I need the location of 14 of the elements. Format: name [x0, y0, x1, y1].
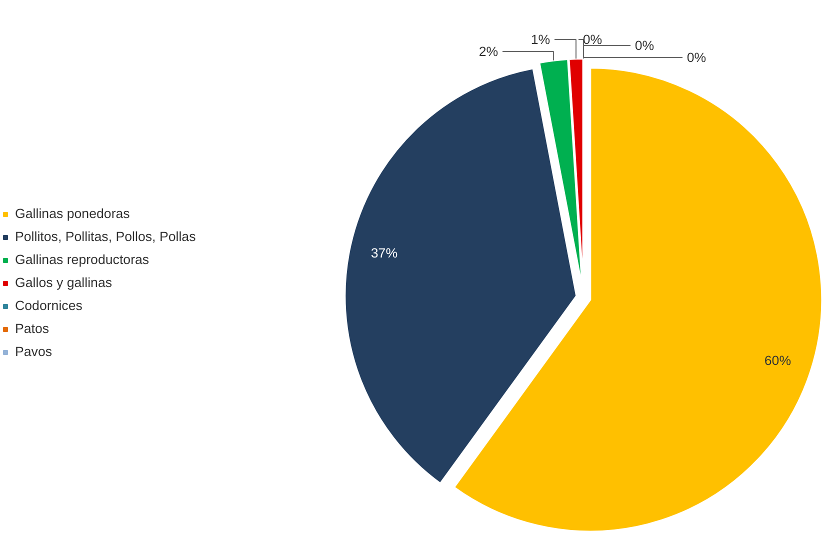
data-label: 60%	[764, 353, 792, 368]
data-label: 2%	[478, 44, 498, 59]
text: 0%	[634, 38, 654, 53]
legend-label: Gallos y gallinas	[15, 275, 112, 290]
text: 0%	[582, 32, 602, 47]
legend-label: Pollitos, Pollitas, Pollos, Pollas	[15, 229, 196, 244]
legend-label: Gallinas reproductoras	[15, 252, 150, 267]
data-label: 1%	[530, 32, 550, 47]
text: 0%	[686, 50, 706, 65]
data-label: 37%	[370, 245, 398, 260]
legend-label: Pavos	[15, 344, 52, 359]
legend-label: Gallinas ponedoras	[15, 206, 130, 221]
legend-label: Codornices	[15, 298, 82, 313]
legend-label: Patos	[15, 321, 50, 336]
